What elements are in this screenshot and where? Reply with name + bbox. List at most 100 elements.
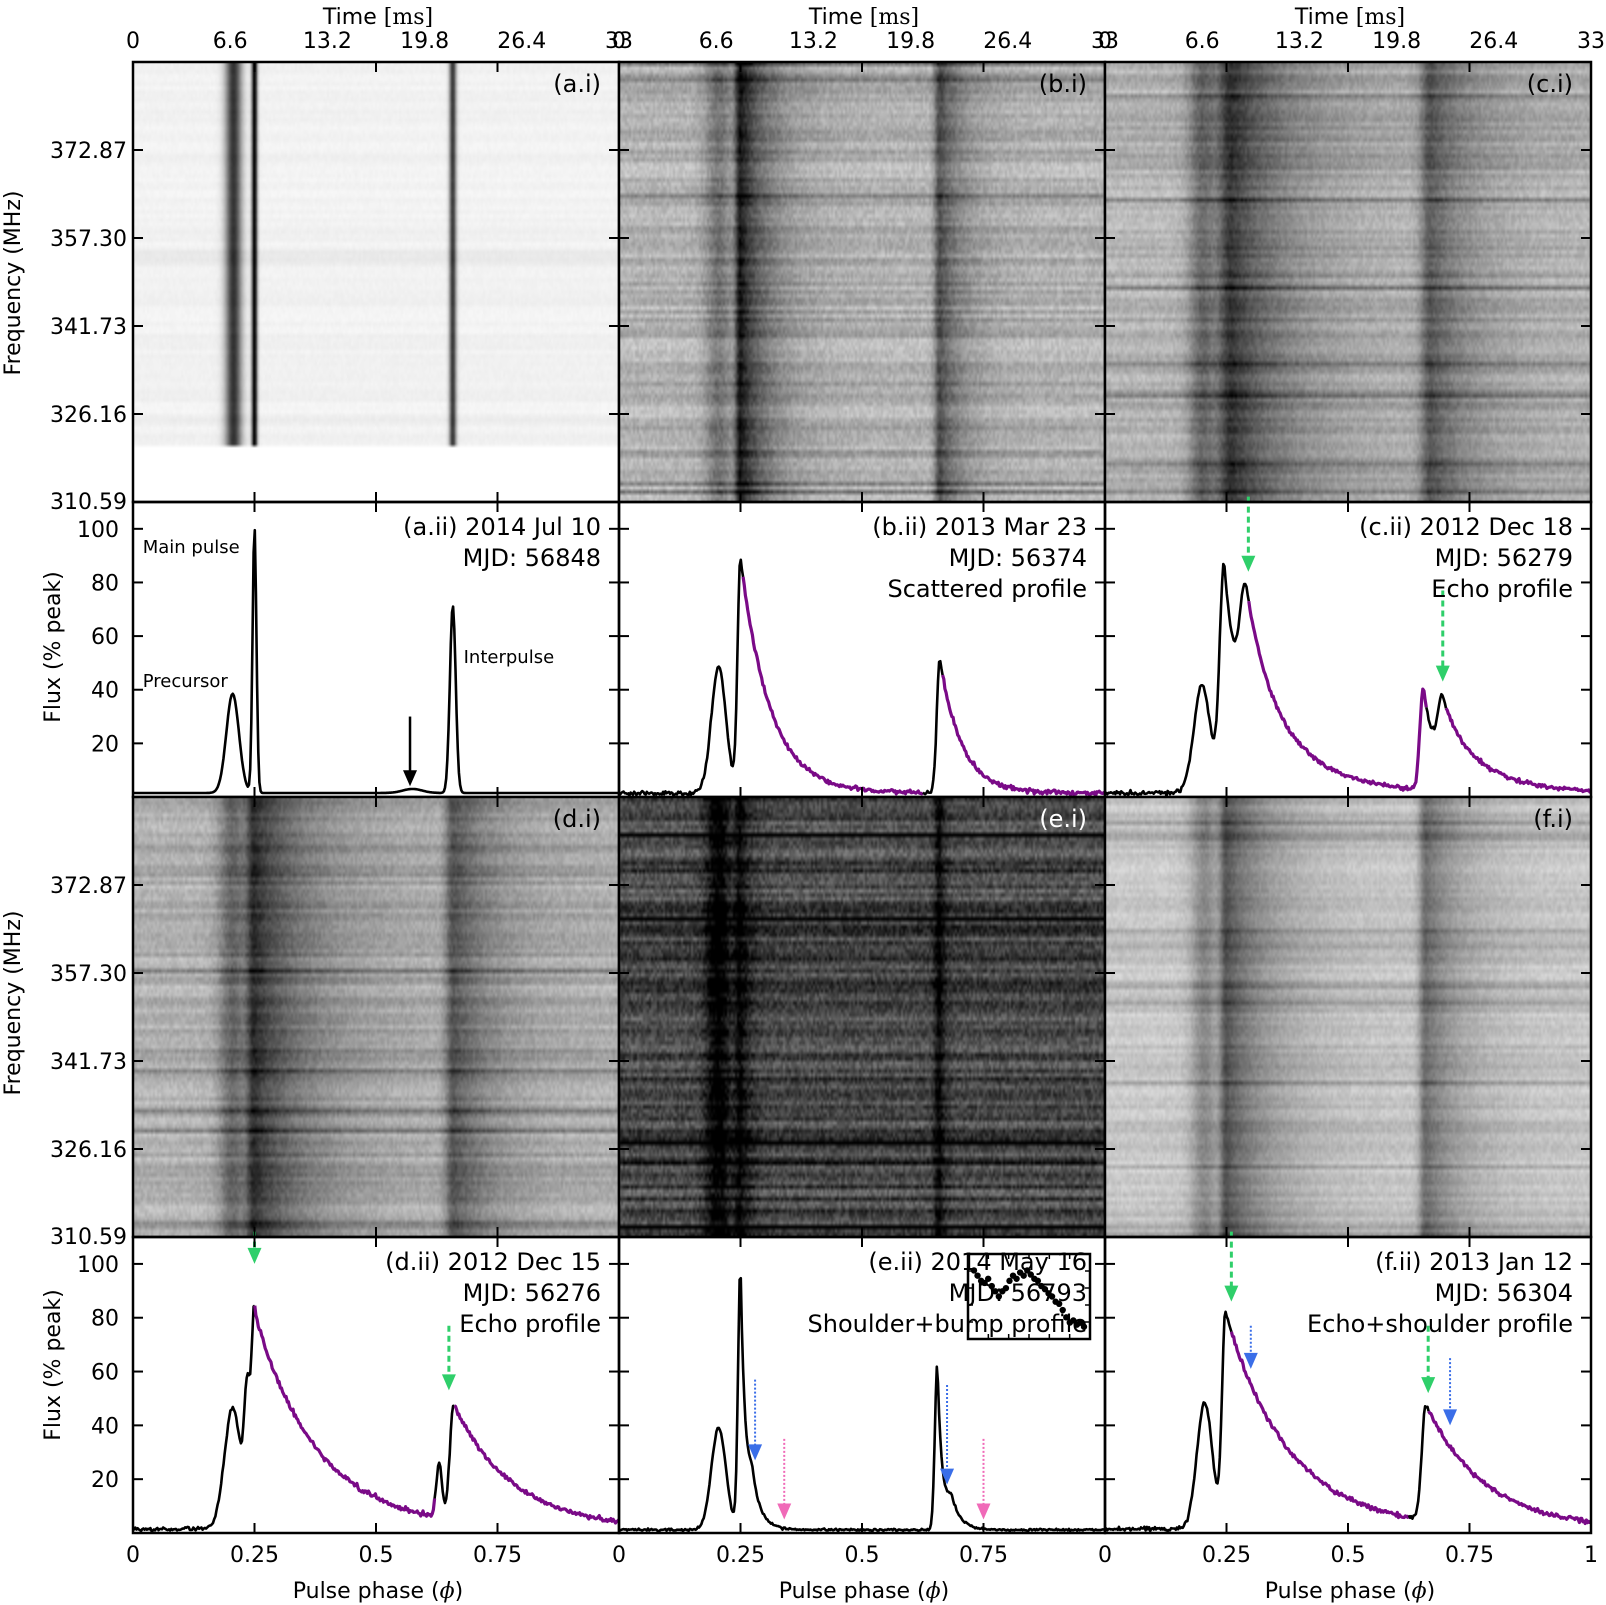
arrow-head-c-0	[1241, 555, 1256, 572]
waterfall-label-a: (a.i)	[553, 70, 601, 98]
time-tick-label-b-0: 0	[612, 29, 626, 54]
arrow-head-f-0	[1224, 1285, 1239, 1302]
profile-line-f-2	[1407, 1405, 1430, 1520]
inset-point-3	[981, 1279, 988, 1287]
time-tick-label-b-2: 13.2	[789, 29, 838, 54]
phase-tick-label-e-1: 0.25	[716, 1543, 765, 1568]
time-axis-title-b: Time [ms]	[808, 5, 919, 30]
inset-point-14	[1020, 1272, 1027, 1279]
inset-point-22	[1048, 1293, 1056, 1300]
profile-label-f: (f.ii) 2013 Jan 12	[1375, 1248, 1573, 1276]
inset-point-5	[988, 1282, 995, 1290]
profile-type-label-d: Echo profile	[459, 1310, 601, 1338]
time-tick-label-b-4: 26.4	[983, 29, 1032, 54]
phase-tick-label-f-2: 0.5	[1331, 1543, 1366, 1568]
time-tick-label-b-3: 19.8	[886, 29, 935, 54]
profile-line-b-3	[941, 674, 1106, 798]
phase-tick-label-f-1: 0.25	[1202, 1543, 1251, 1568]
profile-line-f-0	[1104, 1310, 1233, 1533]
time-tick-label-a-3: 19.8	[400, 29, 449, 54]
arrow-head-d-1	[441, 1374, 456, 1391]
mjd-label-d: MJD: 56276	[463, 1279, 601, 1307]
profile-line-b-0	[618, 558, 745, 797]
freq-tick-label-d-1: 326.16	[50, 1138, 127, 1163]
phase-tick-label-d-2: 0.5	[359, 1543, 394, 1568]
waterfall-label-b: (b.i)	[1039, 70, 1087, 98]
time-tick-label-c-2: 13.2	[1275, 29, 1324, 54]
waterfall-image-c	[1105, 62, 1591, 502]
time-tick-label-c-4: 26.4	[1469, 29, 1518, 54]
freq-axis-title-bottom: Frequency (MHz)	[1, 911, 26, 1096]
time-tick-label-b-1: 6.6	[699, 29, 734, 54]
phase-axis-title-e: Pulse phase (ϕ)	[779, 1579, 949, 1604]
arrow-head-f-2	[1421, 1377, 1436, 1394]
phase-tick-label-d-3: 0.75	[473, 1543, 522, 1568]
flux-tick-label-d-1: 40	[91, 1414, 119, 1439]
time-axis-title-a: Time [ms]	[322, 5, 433, 30]
waterfall-image-a	[133, 62, 619, 502]
freq-tick-label-a-0: 310.59	[50, 490, 127, 515]
arrow-head-d-0	[247, 1247, 262, 1264]
time-tick-label-c-0: 0	[1098, 29, 1112, 54]
profile-type-label-b: Scattered profile	[888, 575, 1088, 603]
arrow-head-f-1	[1243, 1352, 1258, 1369]
time-tick-label-a-0: 0	[126, 29, 140, 54]
phase-tick-label-d-0: 0	[126, 1543, 140, 1568]
panels-layer: Main pulse Precursor Interpulse (a.i) (a.ii)…	[50, 29, 1605, 1568]
flux-tick-label-d-0: 20	[91, 1468, 119, 1493]
phase-tick-label-f-4: 1	[1584, 1543, 1598, 1568]
phase-tick-label-e-3: 0.75	[959, 1543, 1008, 1568]
inset-point-15	[1024, 1267, 1031, 1274]
freq-tick-label-a-1: 326.16	[50, 403, 127, 428]
profile-line-c-3	[1444, 707, 1592, 794]
profile-line-c-1	[1247, 600, 1428, 792]
profile-line-d-1	[253, 1305, 437, 1518]
flux-tick-label-a-3: 80	[91, 571, 119, 596]
annotation-a-1: Precursor	[143, 671, 229, 692]
freq-tick-label-d-2: 341.73	[50, 1050, 127, 1075]
flux-tick-label-a-4: 100	[77, 518, 119, 543]
inset-point-10	[1006, 1277, 1013, 1285]
inset-point-26	[1063, 1314, 1070, 1321]
profile-type-label-f: Echo+shoulder profile	[1307, 1310, 1573, 1338]
annotation-a-0: Main pulse	[143, 537, 240, 558]
time-tick-label-c-5: 33	[1577, 29, 1605, 54]
waterfall-label-c: (c.i)	[1527, 70, 1573, 98]
phase-axis-title-f: Pulse phase (ϕ)	[1265, 1579, 1435, 1604]
mjd-label-b: MJD: 56374	[949, 544, 1087, 572]
profile-type-label-c: Echo profile	[1431, 575, 1573, 603]
phase-axis-title-d: Pulse phase (ϕ)	[293, 1579, 463, 1604]
waterfall-label-f: (f.i)	[1533, 805, 1573, 833]
profile-line-d-3	[453, 1404, 621, 1525]
flux-tick-label-a-2: 60	[91, 625, 119, 650]
mjd-label-a: MJD: 56848	[463, 544, 601, 572]
waterfall-label-e: (e.i)	[1039, 805, 1087, 833]
flux-axis-title-bottom: Flux (% peak)	[41, 1289, 66, 1441]
mjd-label-e: MJD: 56793	[949, 1279, 1087, 1307]
inset-point-24	[1055, 1300, 1063, 1308]
time-tick-label-c-1: 6.6	[1185, 29, 1220, 54]
waterfall-image-e	[619, 797, 1105, 1237]
mjd-label-c: MJD: 56279	[1435, 544, 1573, 572]
time-tick-label-c-3: 19.8	[1372, 29, 1421, 54]
time-axis-title-c: Time [ms]	[1294, 5, 1405, 30]
flux-tick-label-d-4: 100	[77, 1253, 119, 1278]
arrow-head-e-2	[940, 1468, 955, 1485]
time-tick-label-a-4: 26.4	[497, 29, 546, 54]
inset-point-6	[992, 1288, 999, 1295]
arrow-head-e-0	[748, 1444, 763, 1461]
freq-tick-label-a-3: 357.30	[50, 227, 127, 252]
phase-tick-label-e-2: 0.5	[845, 1543, 880, 1568]
time-tick-label-b-5: 33	[1091, 29, 1119, 54]
profile-line-b-1	[741, 576, 924, 796]
phase-tick-label-e-0: 0	[612, 1543, 626, 1568]
annotation-a-2: Interpulse	[464, 647, 555, 668]
flux-tick-label-a-1: 40	[91, 679, 119, 704]
time-tick-label-a-2: 13.2	[303, 29, 352, 54]
profile-label-b: (b.ii) 2013 Mar 23	[872, 513, 1087, 541]
inset-point-16	[1027, 1271, 1034, 1278]
waterfall-image-b	[619, 62, 1105, 502]
inset-point-20	[1041, 1286, 1049, 1293]
profile-line-f-1	[1229, 1331, 1411, 1520]
